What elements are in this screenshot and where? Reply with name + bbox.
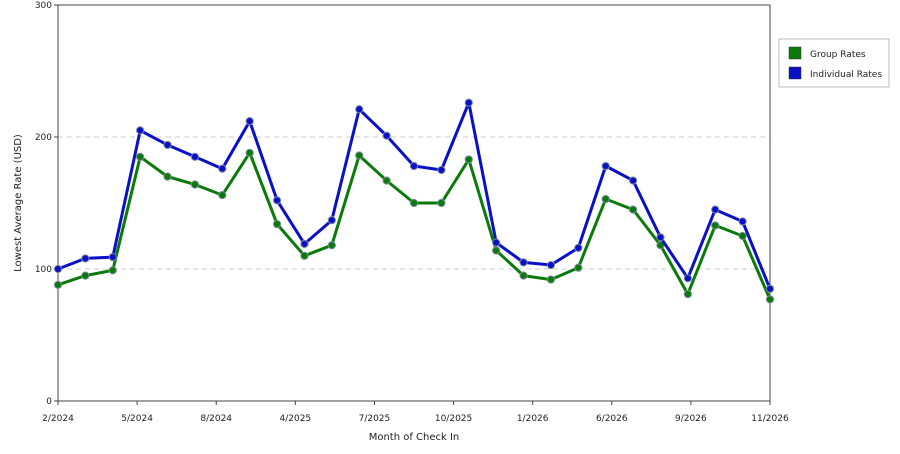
data-point [108,266,117,275]
data-point [546,260,556,270]
data-point [574,263,583,272]
data-point [81,254,90,263]
data-point [272,220,282,229]
data-point [136,152,145,161]
series-lines [53,98,775,304]
data-point [382,176,391,185]
data-point [163,140,172,150]
data-point [519,271,528,280]
plot-area-frame [57,4,771,402]
data-point [765,295,775,304]
data-point [245,148,254,157]
data-point [765,284,775,293]
x-tick-label: 11/2026 [751,414,789,424]
data-point [190,152,200,161]
data-point [300,251,309,260]
data-point [355,105,364,114]
legend-label-individual-rates: Individual Rates [810,70,882,80]
data-point [628,205,638,214]
data-point [437,165,446,175]
x-tick-label: 1/2026 [517,414,549,424]
data-point [163,172,172,181]
data-point [81,271,90,280]
legend: Group Rates Individual Rates [778,38,890,88]
x-tick-label: 10/2025 [435,414,472,424]
legend-swatch-group-rates [788,46,802,60]
x-tick-label: 4/2025 [279,414,311,424]
data-point [738,217,747,226]
data-point [53,264,63,274]
x-tick-label: 6/2026 [596,414,628,424]
data-point [628,176,638,185]
data-point [711,205,720,214]
data-point [492,246,501,255]
data-point [355,151,364,160]
data-point [519,258,528,267]
y-axis-ticks: 0 100 200 300 [35,1,58,407]
data-point [437,198,446,208]
data-point [711,221,720,230]
x-tick-label: 5/2024 [121,414,153,424]
data-point [574,243,583,252]
data-point [53,280,63,289]
data-point [300,239,309,249]
data-point [108,253,117,262]
data-point [218,164,227,173]
data-point [683,289,692,299]
data-point [738,231,747,241]
data-point [245,117,254,126]
series-line-1 [57,101,772,290]
data-point [382,131,391,140]
x-tick-label: 8/2024 [200,414,232,424]
data-point [464,98,473,107]
data-point [327,241,336,250]
data-point [409,198,419,208]
data-point [601,194,610,204]
y-tick-label: 300 [35,1,52,11]
x-tick-label: 9/2026 [675,414,707,424]
x-tick-label: 2/2024 [42,414,74,424]
data-point [409,161,419,171]
x-tick-label: 7/2025 [359,414,391,424]
data-point [190,180,200,189]
legend-label-group-rates: Group Rates [810,50,866,60]
data-point [492,238,501,247]
data-point [327,216,336,225]
y-tick-label: 200 [35,133,52,143]
x-axis-title: Month of Check In [369,432,460,443]
data-point [464,155,473,164]
data-point [136,126,145,135]
data-point [656,233,665,242]
data-point [218,190,227,200]
grid-lines [58,136,770,270]
y-axis-title: Lowest Average Rate (USD) [13,134,24,272]
legend-swatch-individual-rates [788,66,802,80]
y-tick-label: 100 [35,265,52,275]
data-point [546,275,556,284]
data-point [683,274,692,283]
data-point [601,161,610,171]
y-tick-label: 0 [46,397,52,407]
x-axis-ticks: 2/2024 5/2024 8/2024 4/2025 7/2025 10/2025 1/2… [42,401,789,424]
data-point [272,196,282,205]
